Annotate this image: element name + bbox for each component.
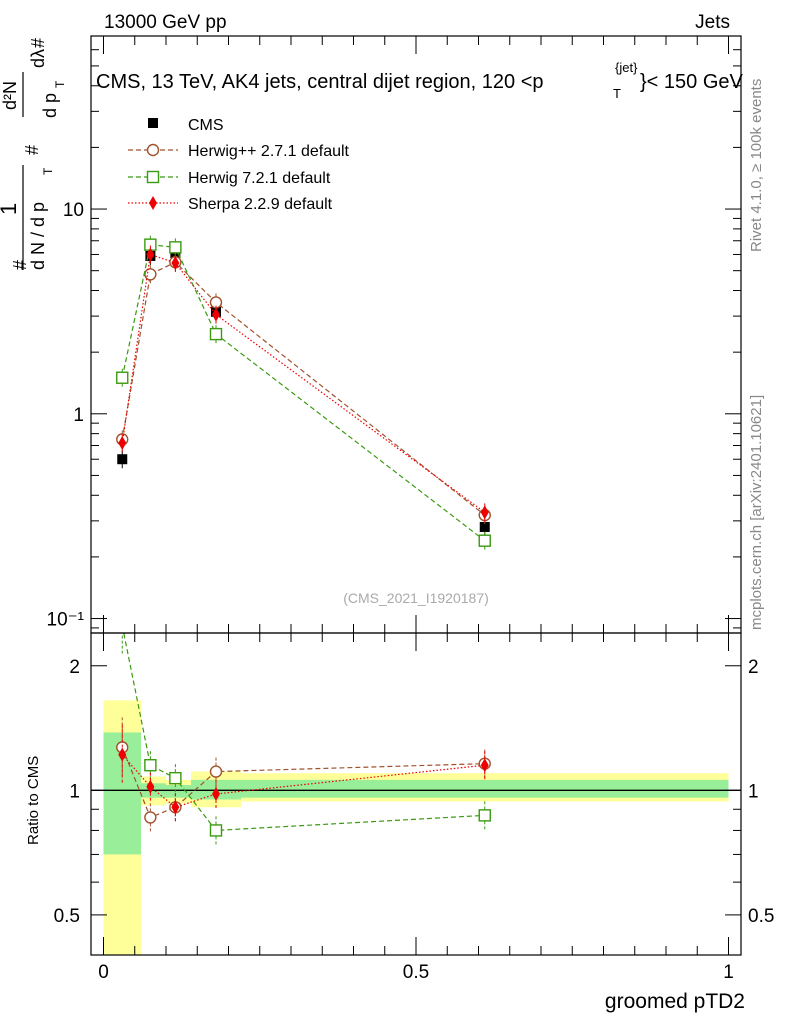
energy-label: 13000 GeV pp: [104, 12, 227, 33]
plot-title-superscript: {jet}: [615, 60, 638, 75]
ratio-point-herwig7-3: [209, 824, 223, 837]
point-cms-4: [479, 521, 490, 532]
legend: CMS Herwig++ 2.7.1 default Herwig 7.2.1 …: [128, 117, 350, 213]
point-sherpa-1: [146, 247, 155, 262]
plot-title-subscript: T: [613, 86, 621, 101]
point-cms-0: [117, 454, 128, 465]
legend-entry-herwig7: Herwig 7.2.1 default: [128, 170, 331, 187]
main-series: [116, 235, 491, 550]
legend-marker-herwigpp: [146, 143, 160, 157]
process-label: Jets: [695, 12, 730, 33]
point-herwig7-2: [169, 241, 182, 254]
ratio-plot-frame: [90, 632, 742, 956]
ratio-point-herwig7-1: [144, 759, 157, 772]
ratio-line-sherpa: [121, 754, 485, 808]
ratio-band-green-4: [241, 779, 729, 798]
main-ytick-label: 10: [63, 200, 84, 221]
series-line-sherpa: [121, 253, 486, 513]
ylabel-hash-2: #: [22, 145, 42, 155]
rivet-credit: Rivet 4.1.0, ≥ 100k events: [748, 79, 765, 252]
ratio-line-herwigpp: [121, 747, 485, 819]
legend-marker-herwig7: [146, 170, 160, 184]
ratio-ytick-label-right: 1: [748, 781, 759, 802]
legend-label-cms: CMS: [188, 117, 224, 134]
point-sherpa-0: [118, 436, 127, 451]
ratio-uncertainty-bands: [103, 700, 729, 955]
point-herwig7-3: [209, 327, 223, 341]
ratio-series: [116, 620, 491, 845]
legend-label-sherpa: Sherpa 2.2.9 default: [188, 196, 333, 213]
ratio-point-sherpa-1: [146, 779, 155, 794]
mcplots-credit: mcplots.cern.ch [arXiv:2401.10621]: [748, 395, 765, 630]
legend-entry-sherpa: Sherpa 2.2.9 default: [128, 196, 333, 213]
main-ytick-label: 1: [73, 405, 84, 426]
ratio-point-sherpa-4: [480, 758, 489, 773]
ratio-point-sherpa-2: [171, 800, 180, 815]
series-line-herwig7: [121, 243, 486, 542]
axis-ticks: [91, 35, 741, 955]
plot-title-tail: }< 150 GeV: [640, 71, 744, 93]
xtick-label: 0.5: [403, 962, 429, 983]
series-line-herwigpp: [121, 261, 486, 516]
plot-title-p: p: [532, 71, 543, 93]
ratio-point-sherpa-0: [118, 747, 127, 762]
ylabel-t1: T: [41, 167, 55, 175]
legend-marker-cms: [148, 118, 158, 128]
ylabel-one: 1: [0, 203, 21, 215]
point-sherpa-4: [480, 505, 489, 520]
x-axis-label: groomed pTD2: [605, 990, 745, 1013]
ylabel-t2: T: [53, 80, 67, 88]
ratio-ytick-label-left: 1: [69, 781, 80, 802]
ratio-point-herwigpp-3: [209, 765, 223, 778]
ratio-point-herwig7-0: [117, 620, 128, 631]
xtick-label: 1: [723, 962, 734, 983]
legend-label-herwigpp: Herwig++ 2.7.1 default: [188, 143, 350, 160]
point-herwig7-4: [478, 534, 491, 547]
ylabel-hash-3: #: [28, 38, 48, 48]
legend-label-herwig7: Herwig 7.2.1 default: [188, 170, 331, 187]
xtick-label: 0: [98, 962, 109, 983]
ratio-ytick-label-left: 0.5: [54, 906, 80, 927]
ylabel-dlambda: dλ: [28, 49, 48, 68]
ratio-point-sherpa-3: [212, 786, 220, 801]
ratio-point-herwig7-2: [169, 771, 182, 785]
ratio-band-green-2: [166, 785, 191, 798]
ratio-point-herwig7-4: [478, 809, 491, 822]
ylabel-d2n: d²N: [0, 81, 20, 110]
plot-title: CMS, 13 TeV, AK4 jets, central dijet reg…: [96, 71, 544, 93]
ratio-ytick-label-right: 2: [748, 657, 759, 678]
legend-entry-cms: CMS: [148, 117, 224, 134]
point-sherpa-3: [212, 307, 220, 322]
ylabel-dn-dpt: d N / d p: [28, 202, 48, 270]
analysis-id: (CMS_2021_I1920187): [343, 590, 489, 606]
point-herwig7-0: [116, 371, 129, 384]
point-sherpa-2: [171, 256, 180, 271]
legend-marker-sherpa: [149, 196, 157, 210]
axis-tick-labels: 10 1 10⁻¹ 2 2 1 1 0.5 0.5 0 0.5 1: [47, 200, 775, 983]
main-y-axis-label: # 1 d N / d p T # d²N d p T dλ #: [0, 38, 67, 270]
ratio-point-herwigpp-1: [144, 811, 157, 824]
ratio-y-axis-label: Ratio to CMS: [25, 756, 42, 845]
ratio-ytick-label-right: 0.5: [748, 906, 774, 927]
point-herwigpp-1: [144, 268, 157, 281]
ratio-ytick-label-left: 2: [69, 657, 80, 678]
legend-entry-herwigpp: Herwig++ 2.7.1 default: [128, 143, 350, 160]
main-ytick-label: 10⁻¹: [47, 610, 85, 631]
ylabel-hash-1: #: [10, 260, 30, 270]
plot-title-main: CMS, 13 TeV, AK4 jets, central dijet reg…: [96, 71, 532, 93]
ylabel-dpt: d p: [40, 93, 60, 118]
